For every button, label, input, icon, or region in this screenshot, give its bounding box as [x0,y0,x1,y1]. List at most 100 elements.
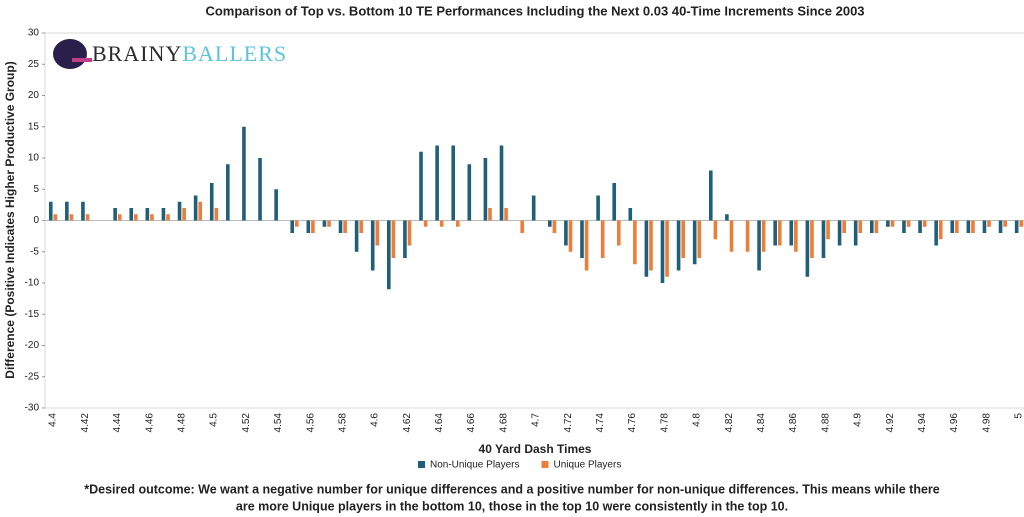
logo-word: BRAINY [92,41,182,66]
y-tick-label: 20 [28,90,40,101]
x-tick-label: 4.54 [273,413,284,433]
bar [370,220,375,271]
x-tick-label: 4.4 [48,413,59,427]
bar [198,201,203,221]
bar [692,220,697,265]
bar [166,214,170,221]
x-tick-label: 4.86 [788,413,799,433]
bar [439,220,444,227]
bar [177,201,182,221]
bar [81,201,85,221]
bar [890,220,895,227]
bar [423,220,428,227]
bar [987,220,991,227]
x-tick-label: 4.42 [80,413,91,433]
bar [761,220,766,252]
bar [858,220,863,233]
bar [874,220,879,233]
bar [837,220,842,246]
x-tick-label: 4.48 [176,413,187,433]
legend-swatch [541,461,549,468]
bar [966,220,971,233]
bar [242,126,246,221]
bar [725,214,729,221]
bar [902,220,906,233]
y-tick-label: -15 [25,309,40,320]
bar [150,214,154,221]
bar [488,208,492,221]
y-tick-label: 5 [33,184,39,195]
bar [375,220,380,246]
x-tick-label: 4.92 [885,413,896,433]
bar [745,220,750,252]
x-tick-label: 5 [1014,413,1024,419]
x-tick-label: 4.98 [981,413,992,433]
bar [713,220,718,240]
bar [906,220,911,227]
bar [214,208,219,221]
bar [161,208,166,221]
y-axis-title: Difference (Positive Indicates Higher Pr… [3,61,17,378]
bar [69,214,74,221]
logo-helmet [53,39,87,69]
bar [568,220,573,252]
bar [419,151,423,221]
bar [53,214,58,221]
bar [387,220,391,290]
x-tick-label: 4.96 [949,413,960,433]
x-tick-label: 4.72 [563,413,574,433]
bar [552,220,557,233]
x-tick-label: 4.82 [724,413,735,433]
x-axis-title: 40 Yard Dash Times [479,442,592,456]
bar [467,164,472,221]
bar [258,158,262,221]
x-tick-label: 4.58 [337,413,348,433]
x-tick-label: 4.66 [466,413,477,433]
x-tick-label: 4.94 [917,413,928,433]
bar [628,208,633,221]
y-tick-label: -25 [25,371,40,382]
bar [113,208,117,221]
y-tick-label: -5 [30,246,39,257]
bar [821,220,826,258]
bar [665,220,669,277]
logo: BRAINYBALLERS [53,39,287,69]
bar [85,214,90,221]
bar [757,220,761,271]
bar [451,145,456,221]
bar [950,220,955,233]
bar [391,220,396,258]
bar [134,214,138,221]
bar [918,220,922,233]
x-tick-label: 4.74 [595,413,606,433]
bar [676,220,681,271]
y-tick-label: 15 [28,121,40,132]
logo-facemask [72,58,92,62]
x-tick-label: 4.7 [531,413,542,427]
y-tick-label: 30 [28,28,40,39]
bar [338,220,343,233]
bar [311,220,315,233]
bar [934,220,938,246]
bar [998,220,1003,233]
bar [708,170,713,221]
bar [649,220,653,271]
bar [971,220,975,233]
y-tick-label: 25 [28,59,40,70]
chart-title: Comparison of Top vs. Bottom 10 TE Perfo… [205,3,864,18]
logo-text: BRAINYBALLERS [92,41,287,66]
y-tick-label: -30 [25,403,40,414]
x-tick-label: 4.88 [820,413,831,433]
x-tick-label: 4.9 [853,413,864,427]
bar [504,208,508,221]
x-tick-label: 4.78 [659,413,670,433]
bar [612,183,616,221]
bar [531,195,536,221]
bar [580,220,584,258]
bar [48,201,53,221]
legend-swatch [418,461,425,468]
bar [327,220,331,227]
bar [660,220,665,283]
bar [564,220,568,246]
bar [697,220,702,258]
